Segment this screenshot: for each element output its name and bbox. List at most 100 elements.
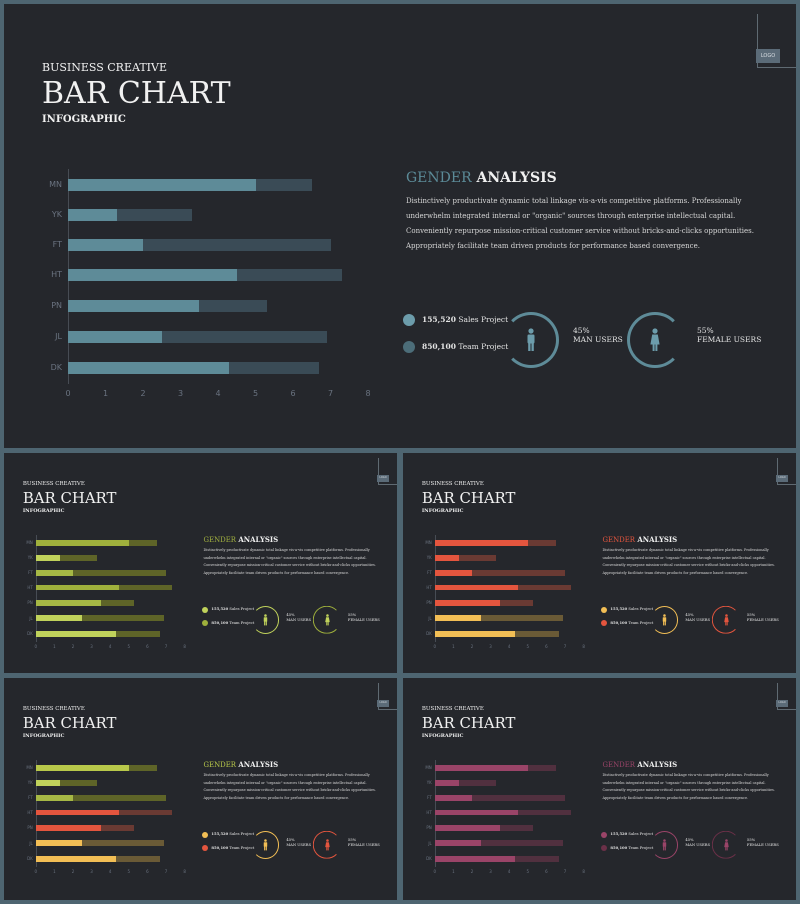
bar-team-dk	[115, 630, 161, 637]
bar-sales-dk	[434, 630, 515, 637]
heading-highlight: GENDER	[203, 761, 236, 770]
bar-team-jl	[82, 840, 165, 847]
decor-line-horizontal	[377, 709, 397, 711]
description-text: Distinctively productivate dynamic total…	[602, 773, 775, 800]
female-user-icon	[324, 838, 330, 851]
logo-tag: LOGO	[756, 49, 780, 63]
legend-label: Sales Project	[229, 832, 255, 837]
x-tick-label: 6	[290, 389, 296, 398]
legend-entry-sales: 155,520 Sales Project	[211, 832, 254, 836]
x-tick-label: 7	[563, 869, 567, 875]
legend-label: Sales Project	[628, 607, 654, 612]
y-tick-label: YK	[27, 780, 33, 786]
bar-sales-mn	[68, 179, 256, 191]
slide-thumb-mixed[interactable]: LOGO BUSINESS CREATIVE BAR CHART INFOGRAPHI…	[4, 678, 397, 900]
x-tick-label: 4	[507, 644, 511, 650]
x-tick-label: 1	[102, 389, 109, 398]
logo-tag: LOGO	[776, 700, 789, 708]
x-tick-label: 2	[140, 389, 146, 398]
x-tick-label: 1	[452, 869, 455, 875]
y-tick-label: MN	[26, 540, 33, 546]
y-tick-label: DK	[426, 856, 432, 862]
decor-line-vertical	[776, 682, 778, 710]
x-tick-label: 5	[526, 869, 530, 875]
bar-sales-ht	[434, 809, 519, 816]
x-tick-label: 4	[108, 644, 112, 650]
bar-sales-yk	[434, 779, 459, 786]
description-text: Distinctively productivate dynamic total…	[602, 548, 775, 575]
section-heading: GENDER ANALYSIS	[203, 535, 278, 544]
bar-sales-pn	[35, 824, 101, 831]
y-tick-label: DK	[27, 631, 33, 637]
stat-label: FEMALE USERS	[746, 617, 779, 622]
slide-thumb-green[interactable]: LOGO BUSINESS CREATIVE BAR CHART INFOGRAPHI…	[4, 453, 397, 673]
x-tick-label: 5	[526, 644, 530, 650]
legend-label: Team Project	[458, 342, 509, 351]
heading-rest: ANALYSIS	[238, 535, 279, 545]
female-users-stat: 55% FEMALE USERS	[348, 613, 380, 622]
bar-team-yk	[116, 209, 192, 221]
female-users-stat: 55% FEMALE USERS	[747, 613, 779, 622]
legend-dot-team	[600, 845, 607, 852]
slide-title: BAR CHART	[421, 488, 516, 507]
slide-thumb-orange[interactable]: LOGO BUSINESS CREATIVE BAR CHART INFOGRAPHI…	[403, 453, 796, 673]
man-progress-arc	[650, 830, 679, 859]
y-tick-label: FT	[28, 570, 33, 576]
kicker-text: BUSINESS CREATIVE	[22, 481, 85, 488]
slide-thumb-purple[interactable]: LOGO BUSINESS CREATIVE BAR CHART INFOGRAPHI…	[403, 678, 796, 900]
x-tick-label: 7	[164, 644, 168, 650]
section-heading: GENDER ANALYSIS	[602, 760, 677, 769]
bar-team-mn	[527, 764, 556, 771]
bar-sales-dk	[68, 362, 230, 374]
legend-label: Team Project	[628, 845, 654, 850]
y-tick-label: FT	[427, 795, 432, 801]
legend-label: Team Project	[229, 620, 255, 625]
bar-team-jl	[82, 615, 165, 622]
x-tick-label: 2	[470, 869, 474, 875]
bar-team-mn	[128, 764, 157, 771]
bar-team-jl	[481, 840, 564, 847]
female-user-icon	[723, 613, 729, 626]
female-user-icon	[723, 838, 729, 851]
bar-team-pn	[100, 599, 135, 606]
stat-label: MAN USERS	[286, 842, 312, 847]
bar-sales-dk	[35, 630, 116, 637]
y-tick-label: DK	[50, 363, 62, 372]
stat-label: FEMALE USERS	[697, 334, 762, 344]
x-tick-label: 8	[582, 644, 585, 650]
male-user-icon	[527, 328, 535, 351]
decor-line-horizontal	[776, 709, 796, 711]
x-tick-label: 0	[433, 644, 437, 650]
legend-value: 850,100	[610, 620, 628, 625]
description-text: Distinctively productivate dynamic total…	[203, 773, 376, 800]
y-tick-label: YK	[51, 210, 62, 219]
x-tick-label: 5	[252, 389, 259, 398]
bar-team-mn	[255, 179, 312, 191]
slide-title: BAR CHART	[42, 76, 231, 111]
bar-team-mn	[128, 539, 157, 546]
bar-sales-ht	[68, 269, 237, 281]
bar-sales-ht	[434, 584, 519, 591]
stat-label: MAN USERS	[286, 617, 312, 622]
man-users-stat: 45% MAN USERS	[685, 613, 710, 622]
y-tick-label: JL	[428, 615, 432, 621]
y-tick-label: FT	[427, 570, 432, 576]
man-progress-arc	[503, 312, 559, 368]
bar-sales-dk	[434, 855, 515, 862]
x-tick-label: 0	[34, 644, 38, 650]
bar-sales-ht	[35, 584, 120, 591]
bar-sales-ft	[434, 569, 472, 576]
x-tick-label: 0	[65, 389, 71, 398]
slide-subtitle: INFOGRAPHIC	[22, 732, 65, 739]
bar-sales-jl	[68, 331, 162, 343]
x-tick-label: 4	[215, 389, 221, 398]
kicker-text: BUSINESS CREATIVE	[22, 706, 85, 713]
bar-team-mn	[527, 539, 556, 546]
heading-rest: ANALYSIS	[238, 760, 279, 770]
man-users-stat: 45% MAN USERS	[573, 326, 623, 344]
bar-team-dk	[229, 362, 320, 374]
stat-percent: 55%	[697, 326, 714, 335]
decor-line-vertical	[757, 14, 758, 68]
bar-team-pn	[199, 300, 267, 312]
slide-subtitle: INFOGRAPHIC	[22, 507, 65, 514]
